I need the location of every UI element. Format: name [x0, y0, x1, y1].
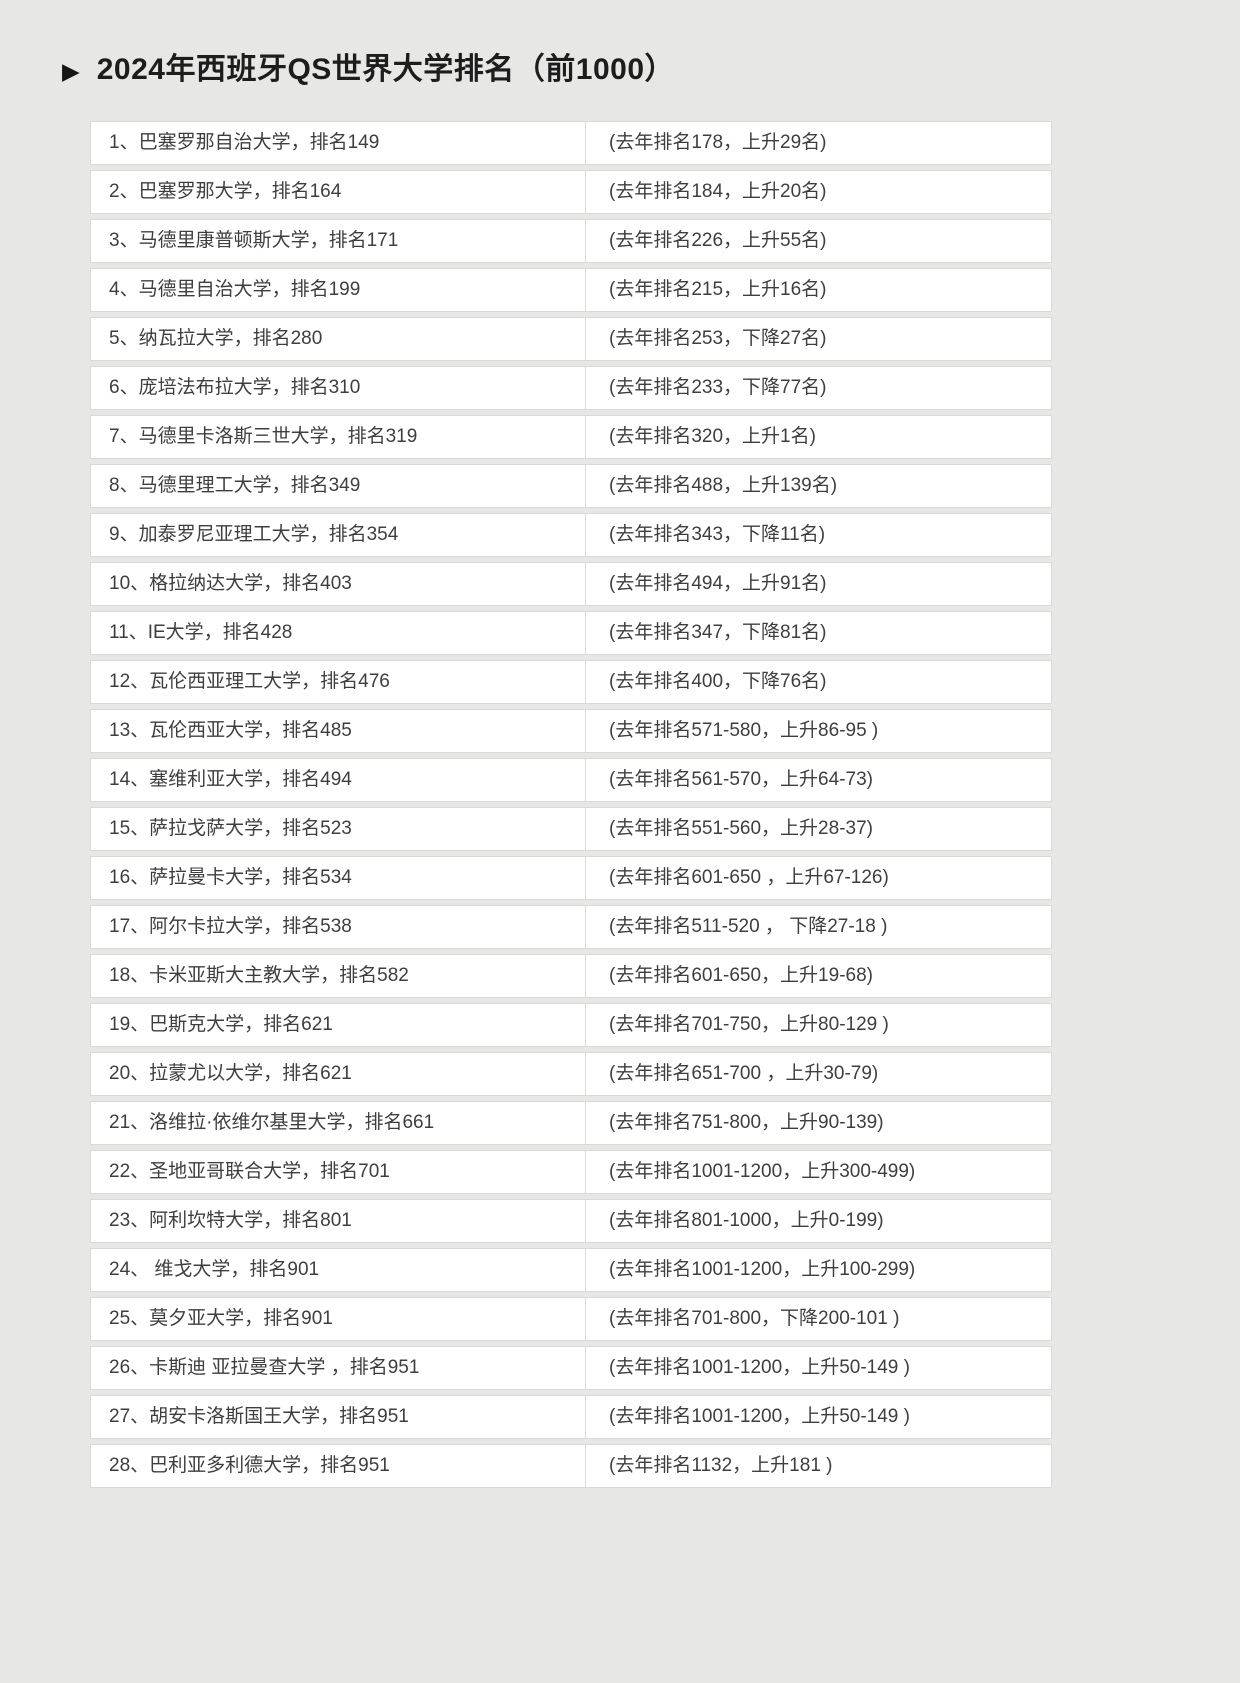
change-cell: (去年排名511-520 ， 下降27-18 ) [586, 905, 1052, 949]
university-cell: 24、 维戈大学，排名901 [90, 1248, 586, 1292]
university-cell: 1、巴塞罗那自治大学，排名149 [90, 121, 586, 165]
change-cell: (去年排名320，上升1名) [586, 415, 1052, 459]
table-row: 17、阿尔卡拉大学，排名538 (去年排名511-520 ， 下降27-18 ) [90, 905, 1052, 949]
university-cell: 10、格拉纳达大学，排名403 [90, 562, 586, 606]
ranking-table: 1、巴塞罗那自治大学，排名149 (去年排名178，上升29名) 2、巴塞罗那大… [90, 121, 1052, 1488]
change-cell: (去年排名233，下降77名) [586, 366, 1052, 410]
change-cell: (去年排名1132，上升181 ) [586, 1444, 1052, 1488]
university-cell: 18、卡米亚斯大主教大学，排名582 [90, 954, 586, 998]
university-cell: 17、阿尔卡拉大学，排名538 [90, 905, 586, 949]
university-cell: 13、瓦伦西亚大学，排名485 [90, 709, 586, 753]
change-cell: (去年排名571-580，上升86-95 ) [586, 709, 1052, 753]
table-row: 18、卡米亚斯大主教大学，排名582 (去年排名601-650，上升19-68) [90, 954, 1052, 998]
table-row: 27、胡安卡洛斯国王大学，排名951 (去年排名1001-1200，上升50-1… [90, 1395, 1052, 1439]
change-cell: (去年排名701-750，上升80-129 ) [586, 1003, 1052, 1047]
table-row: 11、IE大学，排名428 (去年排名347，下降81名) [90, 611, 1052, 655]
university-cell: 11、IE大学，排名428 [90, 611, 586, 655]
table-row: 26、卡斯迪 亚拉曼查大学 ，排名951 (去年排名1001-1200，上升50… [90, 1346, 1052, 1390]
change-cell: (去年排名751-800，上升90-139) [586, 1101, 1052, 1145]
table-row: 13、瓦伦西亚大学，排名485 (去年排名571-580，上升86-95 ) [90, 709, 1052, 753]
change-cell: (去年排名1001-1200，上升50-149 ) [586, 1346, 1052, 1390]
table-row: 1、巴塞罗那自治大学，排名149 (去年排名178，上升29名) [90, 121, 1052, 165]
table-row: 20、拉蒙尤以大学，排名621 (去年排名651-700 ，上升30-79) [90, 1052, 1052, 1096]
change-cell: (去年排名651-700 ，上升30-79) [586, 1052, 1052, 1096]
table-row: 7、马德里卡洛斯三世大学，排名319 (去年排名320，上升1名) [90, 415, 1052, 459]
page-title-text: 2024年西班牙QS世界大学排名（前1000） [96, 53, 676, 86]
change-cell: (去年排名226，上升55名) [586, 219, 1052, 263]
change-cell: (去年排名1001-1200，上升300-499) [586, 1150, 1052, 1194]
change-cell: (去年排名215，上升16名) [586, 268, 1052, 312]
university-cell: 22、圣地亚哥联合大学，排名701 [90, 1150, 586, 1194]
change-cell: (去年排名178，上升29名) [586, 121, 1052, 165]
university-cell: 3、马德里康普顿斯大学，排名171 [90, 219, 586, 263]
table-row: 10、格拉纳达大学，排名403 (去年排名494，上升91名) [90, 562, 1052, 606]
change-cell: (去年排名347，下降81名) [586, 611, 1052, 655]
table-row: 21、洛维拉·依维尔基里大学，排名661 (去年排名751-800，上升90-1… [90, 1101, 1052, 1145]
change-cell: (去年排名184，上升20名) [586, 170, 1052, 214]
change-cell: (去年排名253，下降27名) [586, 317, 1052, 361]
table-row: 15、萨拉戈萨大学，排名523 (去年排名551-560，上升28-37) [90, 807, 1052, 851]
table-row: 23、阿利坎特大学，排名801 (去年排名801-1000，上升0-199) [90, 1199, 1052, 1243]
table-row: 28、巴利亚多利德大学，排名951 (去年排名1132，上升181 ) [90, 1444, 1052, 1488]
university-cell: 21、洛维拉·依维尔基里大学，排名661 [90, 1101, 586, 1145]
table-row: 4、马德里自治大学，排名199 (去年排名215，上升16名) [90, 268, 1052, 312]
change-cell: (去年排名601-650，上升19-68) [586, 954, 1052, 998]
university-cell: 4、马德里自治大学，排名199 [90, 268, 586, 312]
change-cell: (去年排名343，下降11名) [586, 513, 1052, 557]
change-cell: (去年排名551-560，上升28-37) [586, 807, 1052, 851]
university-cell: 12、瓦伦西亚理工大学，排名476 [90, 660, 586, 704]
change-cell: (去年排名601-650 ，上升67-126) [586, 856, 1052, 900]
table-row: 22、圣地亚哥联合大学，排名701 (去年排名1001-1200，上升300-4… [90, 1150, 1052, 1194]
university-cell: 14、塞维利亚大学，排名494 [90, 758, 586, 802]
university-cell: 16、萨拉曼卡大学，排名534 [90, 856, 586, 900]
table-row: 5、纳瓦拉大学，排名280 (去年排名253，下降27名) [90, 317, 1052, 361]
change-cell: (去年排名494，上升91名) [586, 562, 1052, 606]
table-row: 8、马德里理工大学，排名349 (去年排名488，上升139名) [90, 464, 1052, 508]
table-row: 2、巴塞罗那大学，排名164 (去年排名184，上升20名) [90, 170, 1052, 214]
table-row: 25、莫夕亚大学，排名901 (去年排名701-800，下降200-101 ) [90, 1297, 1052, 1341]
university-cell: 28、巴利亚多利德大学，排名951 [90, 1444, 586, 1488]
change-cell: (去年排名701-800，下降200-101 ) [586, 1297, 1052, 1341]
change-cell: (去年排名488，上升139名) [586, 464, 1052, 508]
change-cell: (去年排名1001-1200，上升50-149 ) [586, 1395, 1052, 1439]
university-cell: 9、加泰罗尼亚理工大学，排名354 [90, 513, 586, 557]
play-arrow-icon: ▶ [62, 57, 80, 84]
university-cell: 5、纳瓦拉大学，排名280 [90, 317, 586, 361]
university-cell: 23、阿利坎特大学，排名801 [90, 1199, 586, 1243]
university-cell: 8、马德里理工大学，排名349 [90, 464, 586, 508]
university-cell: 25、莫夕亚大学，排名901 [90, 1297, 586, 1341]
table-row: 12、瓦伦西亚理工大学，排名476 (去年排名400，下降76名) [90, 660, 1052, 704]
change-cell: (去年排名1001-1200，上升100-299) [586, 1248, 1052, 1292]
table-row: 19、巴斯克大学，排名621 (去年排名701-750，上升80-129 ) [90, 1003, 1052, 1047]
university-cell: 7、马德里卡洛斯三世大学，排名319 [90, 415, 586, 459]
university-cell: 19、巴斯克大学，排名621 [90, 1003, 586, 1047]
table-row: 6、庞培法布拉大学，排名310 (去年排名233，下降77名) [90, 366, 1052, 410]
university-cell: 6、庞培法布拉大学，排名310 [90, 366, 586, 410]
table-row: 16、萨拉曼卡大学，排名534 (去年排名601-650 ，上升67-126) [90, 856, 1052, 900]
university-cell: 27、胡安卡洛斯国王大学，排名951 [90, 1395, 586, 1439]
university-cell: 15、萨拉戈萨大学，排名523 [90, 807, 586, 851]
table-row: 14、塞维利亚大学，排名494 (去年排名561-570，上升64-73) [90, 758, 1052, 802]
change-cell: (去年排名400，下降76名) [586, 660, 1052, 704]
change-cell: (去年排名801-1000，上升0-199) [586, 1199, 1052, 1243]
university-cell: 2、巴塞罗那大学，排名164 [90, 170, 586, 214]
table-row: 3、马德里康普顿斯大学，排名171 (去年排名226，上升55名) [90, 219, 1052, 263]
university-cell: 20、拉蒙尤以大学，排名621 [90, 1052, 586, 1096]
university-cell: 26、卡斯迪 亚拉曼查大学 ，排名951 [90, 1346, 586, 1390]
table-row: 9、加泰罗尼亚理工大学，排名354 (去年排名343，下降11名) [90, 513, 1052, 557]
change-cell: (去年排名561-570，上升64-73) [586, 758, 1052, 802]
table-row: 24、 维戈大学，排名901 (去年排名1001-1200，上升100-299) [90, 1248, 1052, 1292]
page-title: ▶ 2024年西班牙QS世界大学排名（前1000） [0, 0, 1240, 88]
